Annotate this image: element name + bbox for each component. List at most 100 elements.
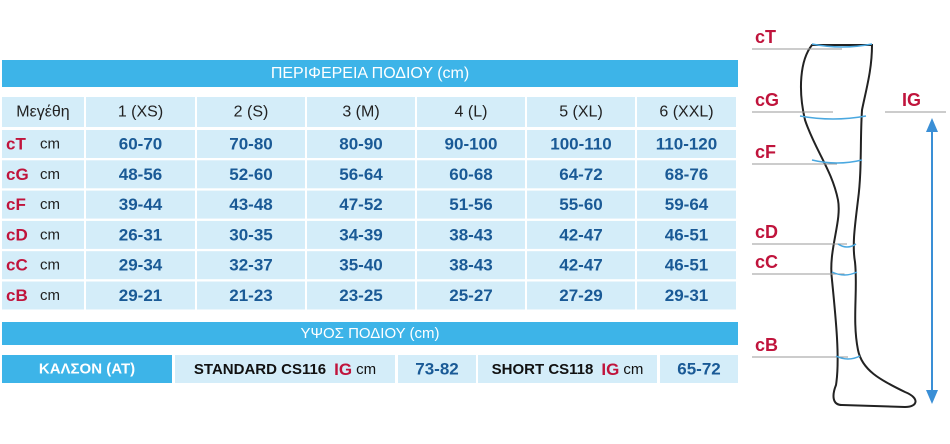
value-cell	[86, 190, 195, 219]
value-cell	[197, 281, 305, 310]
diagram-label: cC	[755, 252, 778, 272]
measure-curve	[835, 355, 861, 360]
size-value: 56-64	[339, 165, 383, 184]
leg-diagram: cT cG cF cD cC cB IG	[752, 27, 946, 409]
size-value: 64-72	[559, 165, 602, 184]
size-value: 29-21	[119, 286, 162, 305]
value-cell	[307, 190, 415, 219]
value-cell	[527, 281, 635, 310]
value-cell	[86, 220, 195, 249]
value-cell	[197, 190, 305, 219]
value-cell	[637, 220, 736, 249]
size-value: 70-80	[229, 135, 272, 154]
row-label-cell	[2, 160, 84, 189]
size-value: 43-48	[229, 195, 272, 214]
value-cell	[197, 220, 305, 249]
row-label: cB	[6, 286, 28, 305]
row-unit: cm	[40, 287, 60, 304]
header-cell	[86, 97, 195, 127]
value-cell	[307, 251, 415, 280]
row-unit: cm	[40, 226, 60, 243]
size-value: 68-76	[665, 165, 708, 184]
value-cell	[86, 160, 195, 189]
banner	[2, 60, 738, 87]
size-value: 42-47	[559, 256, 602, 275]
row-label-cell	[2, 281, 84, 310]
value-cell	[637, 190, 736, 219]
value-cell	[417, 251, 525, 280]
height-value: 65-72	[677, 360, 720, 379]
value-cell	[307, 130, 415, 158]
row-unit: cm	[40, 166, 60, 183]
model-part: cm	[356, 361, 376, 378]
value-cell	[637, 160, 736, 189]
diagram-label: cB	[755, 335, 778, 355]
height-cell	[660, 355, 738, 383]
value-cell	[527, 220, 635, 249]
value-cell	[637, 130, 736, 158]
header-cell	[307, 97, 415, 127]
size-value: 30-35	[229, 225, 272, 244]
height-label: IG	[902, 90, 921, 110]
value-cell	[417, 190, 525, 219]
size-value: 27-29	[559, 286, 602, 305]
value-cell	[637, 251, 736, 280]
row-unit: cm	[40, 257, 60, 274]
product: ΚΑΛΣΟΝ (AT)	[39, 361, 135, 378]
header-cell	[2, 97, 84, 127]
row-label: cG	[6, 165, 29, 184]
measure-curve	[837, 243, 857, 248]
row-label-cell	[2, 190, 84, 219]
value-cell	[307, 281, 415, 310]
size-value: 100-110	[550, 135, 611, 154]
row-label-cell	[2, 251, 84, 280]
model-part: cm	[623, 361, 643, 378]
header-cell	[527, 97, 635, 127]
size-value: 21-23	[229, 286, 272, 305]
size-value: 29-34	[119, 256, 163, 275]
model-part: SHORT CS118	[492, 361, 594, 378]
value-cell	[527, 130, 635, 158]
model: STANDARD CS116 IG cm	[194, 360, 376, 379]
column-header: Μεγέθη	[16, 104, 69, 121]
column-header: 1 (XS)	[118, 104, 163, 121]
value-cell	[197, 160, 305, 189]
row-unit: cm	[40, 196, 60, 213]
banner	[2, 322, 738, 345]
column-header: 4 (L)	[455, 104, 488, 121]
size-value: 47-52	[339, 195, 382, 214]
row-label: cC	[6, 256, 28, 275]
size-value: 90-100	[445, 135, 498, 154]
value-cell	[307, 160, 415, 189]
row-label: cF	[6, 195, 26, 214]
row-label-cell	[2, 130, 84, 158]
size-value: 52-60	[229, 165, 272, 184]
value-cell	[86, 130, 195, 158]
model-part: STANDARD CS116	[194, 361, 326, 378]
value-cell	[197, 251, 305, 280]
size-value: 39-44	[119, 195, 163, 214]
size-value: 55-60	[559, 195, 602, 214]
size-value: 60-70	[119, 135, 162, 154]
size-value: 42-47	[559, 225, 602, 244]
model-cell	[478, 355, 657, 383]
size-value: 23-25	[339, 286, 382, 305]
value-cell	[417, 281, 525, 310]
column-header: 5 (XL)	[559, 104, 603, 121]
size-value: 38-43	[449, 256, 492, 275]
column-header: 6 (XXL)	[659, 104, 713, 121]
diagram-label: cT	[755, 27, 776, 47]
size-value: 110-120	[656, 135, 717, 154]
measure-curve	[799, 115, 867, 120]
header-cell	[197, 97, 305, 127]
value-cell	[417, 220, 525, 249]
measure-curve	[811, 159, 863, 164]
model: SHORT CS118 IG cm	[492, 360, 644, 379]
size-value: 60-68	[449, 165, 492, 184]
value-cell	[197, 130, 305, 158]
row-label-cell	[2, 220, 84, 249]
size-value: 38-43	[449, 225, 492, 244]
measure-curve	[831, 271, 858, 276]
diagram-label: cF	[755, 142, 776, 162]
